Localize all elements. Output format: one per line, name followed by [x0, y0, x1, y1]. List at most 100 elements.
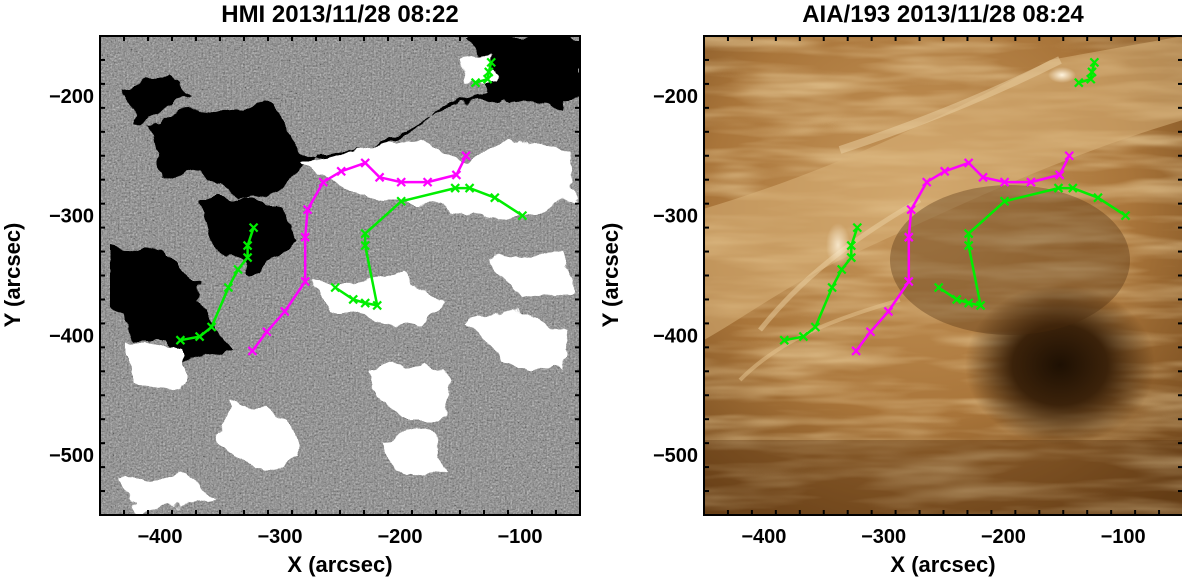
hmi-series-0-point — [300, 232, 310, 242]
hmi-series-0-point — [280, 306, 290, 317]
hmi-series-1-point — [348, 294, 358, 305]
hmi-y-tick-label: −300 — [49, 206, 94, 228]
aia-series-1-point — [951, 294, 962, 305]
aia-x-axis-label: X (arcsec) — [890, 552, 995, 577]
hmi-series-1-point — [330, 282, 340, 293]
hmi-series-2-point — [223, 282, 234, 293]
hmi-series-3-line — [475, 61, 493, 84]
hmi-x-axis-label: X (arcsec) — [287, 552, 392, 577]
aia-y-tick-label: −300 — [653, 206, 698, 228]
aia-series-0-point — [1064, 150, 1075, 161]
hmi-series-1-point — [490, 192, 500, 203]
hmi-series-0-point — [451, 170, 462, 180]
hmi-panel: HMI 2013/11/28 08:22 — [0, 1, 581, 577]
aia-series-2-point — [779, 335, 790, 345]
aia-series-2-point — [852, 222, 863, 233]
hmi-series-0-point — [360, 158, 370, 168]
hmi-series-0-point — [300, 276, 310, 287]
hmi-x-tick-label: −400 — [137, 526, 182, 548]
hmi-y-tick-label: −200 — [49, 86, 94, 108]
hmi-series-1-point — [360, 228, 370, 239]
hmi-series-1-point — [360, 298, 370, 308]
aia-series-0-point — [963, 158, 974, 168]
aia-series-3-point — [1074, 77, 1084, 88]
hmi-x-tick-label: −100 — [497, 526, 542, 548]
aia-series-1-point — [963, 240, 974, 251]
hmi-trace-layer — [175, 57, 528, 356]
hmi-series-0-line — [251, 155, 468, 352]
aia-series-0-point — [883, 306, 894, 317]
hmi-series-0-point — [318, 177, 328, 187]
aia-series-0-point — [903, 232, 914, 242]
aia-series-1-point — [963, 298, 974, 308]
hmi-series-0-point — [461, 150, 471, 161]
aia-193-image — [704, 36, 1182, 515]
hmi-series-0-point — [247, 346, 258, 356]
aia-series-2-point — [846, 240, 857, 251]
hmi-series-3-point — [484, 67, 494, 77]
aia-x-tick-label: −100 — [1101, 526, 1146, 548]
aia-series-1-point — [1053, 183, 1064, 193]
aia-series-0-point — [1026, 177, 1036, 187]
aia-series-3-point — [1086, 74, 1096, 84]
hmi-series-3-point — [482, 74, 493, 84]
aia-series-0-point — [921, 177, 932, 187]
aia-series-1-point — [963, 228, 974, 239]
aia-series-0-point — [939, 166, 950, 177]
hmi-panel-title: HMI 2013/11/28 08:22 — [221, 1, 459, 28]
hmi-series-2-point — [206, 322, 217, 332]
aia-series-0-point — [851, 346, 861, 356]
aia-series-2-point — [846, 252, 857, 263]
hmi-series-2-point — [233, 264, 243, 275]
aia-x-tick-label: −300 — [861, 526, 906, 548]
aia-series-2-point — [810, 322, 821, 332]
aia-series-1-point — [933, 282, 944, 293]
hmi-series-1-point — [464, 183, 475, 193]
aia-series-3-point — [1089, 57, 1100, 68]
hmi-series-0-point — [374, 172, 385, 183]
hmi-series-0-point — [262, 327, 272, 337]
aia-series-3-point — [1087, 67, 1097, 77]
hmi-series-0-point — [422, 177, 433, 187]
hmi-series-2-point — [248, 222, 259, 233]
aia-panel-title: AIA/193 2013/11/28 08:24 — [802, 1, 1084, 28]
aia-series-1-point — [1120, 210, 1131, 221]
hmi-series-3-point — [470, 77, 481, 88]
aia-series-0-point — [906, 204, 916, 215]
aia-y-axis-label: Y (arcsec) — [598, 223, 623, 328]
hmi-series-2-point — [194, 331, 205, 342]
aia-series-2-point — [836, 264, 847, 275]
aia-series-1-point — [999, 196, 1010, 207]
aia-series-0-point — [1054, 170, 1065, 180]
aia-trace-layer — [779, 57, 1131, 356]
hmi-series-0-point — [396, 177, 406, 187]
hmi-series-0-point — [336, 166, 346, 177]
aia-series-2-point — [798, 331, 809, 342]
hmi-y-tick-label: −400 — [49, 325, 94, 347]
hmi-y-axis-label: Y (arcsec) — [0, 223, 25, 328]
aia-series-0-point — [978, 172, 988, 183]
aia-series-0-point — [999, 177, 1010, 187]
aia-x-tick-label: −400 — [741, 526, 786, 548]
aia-y-tick-label: −200 — [653, 86, 698, 108]
hmi-series-3-point — [486, 57, 496, 68]
aia-y-tick-label: −500 — [653, 445, 698, 467]
hmi-y-tick-label: −500 — [49, 445, 94, 467]
aia-panel: AIA/193 2013/11/28 08:24 −400 −300 −200 −10… — [598, 1, 1182, 577]
hmi-series-1-point — [450, 183, 460, 193]
hmi-series-0-point — [302, 204, 313, 215]
hmi-axes: −400 −300 −200 −100 −200 −300 −400 −500 — [49, 35, 581, 548]
aia-x-tick-label: −200 — [981, 526, 1026, 548]
hmi-x-tick-label: −200 — [377, 526, 422, 548]
aia-series-1-point — [975, 300, 986, 311]
aia-axes: −400 −300 −200 −100 −200 −300 −400 −500 — [653, 35, 1182, 548]
hmi-series-1-point — [517, 210, 528, 221]
hmi-x-tick-label: −300 — [257, 526, 302, 548]
aia-series-1-point — [1093, 192, 1103, 203]
aia-series-3-line — [1078, 61, 1096, 84]
hmi-series-1-point — [360, 240, 370, 251]
aia-series-2-point — [827, 282, 837, 293]
aia-series-0-point — [903, 276, 914, 287]
aia-y-tick-label: −400 — [653, 325, 698, 347]
